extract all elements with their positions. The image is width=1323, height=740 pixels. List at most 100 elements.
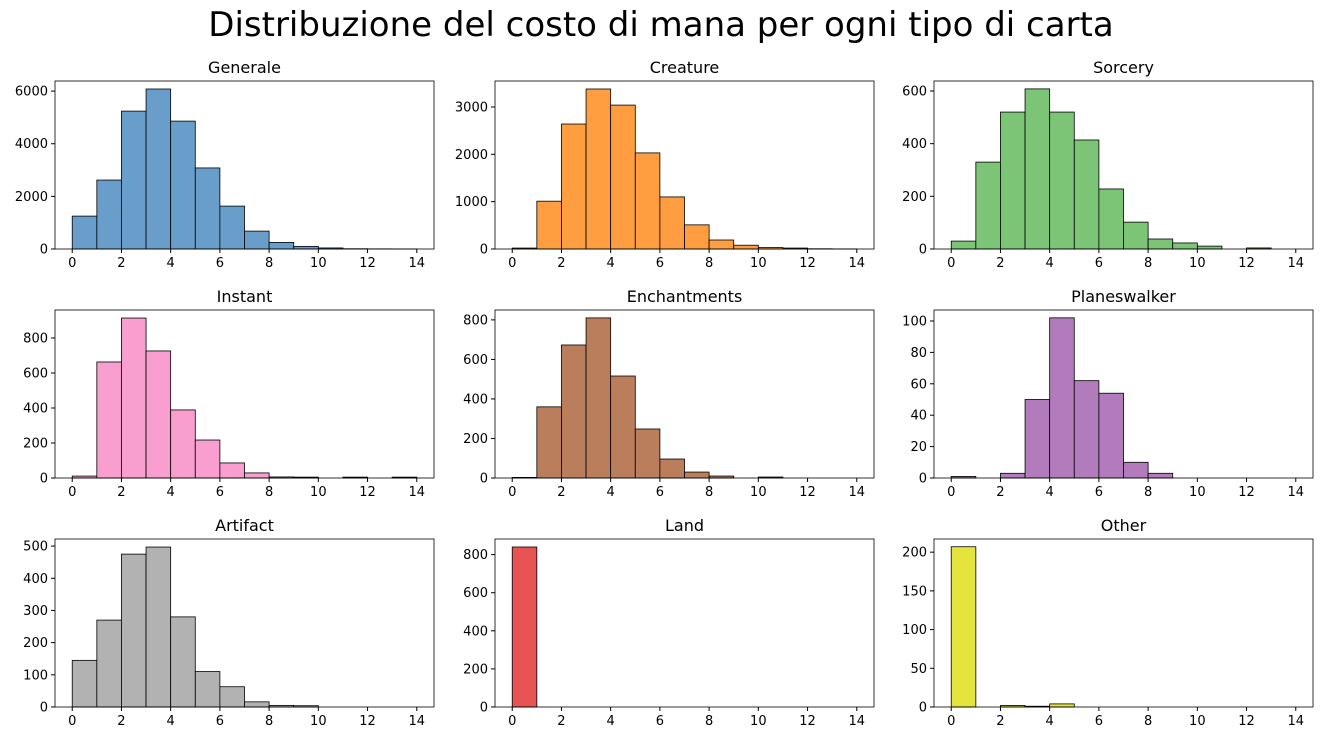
x-tick-label: 10 <box>310 714 327 729</box>
plot-frame <box>494 80 875 250</box>
y-tick-label: 200 <box>902 546 927 561</box>
x-tick-label: 12 <box>359 256 376 271</box>
bar <box>585 88 612 250</box>
bar <box>1073 380 1100 479</box>
subplot: Sorcery 0 2 4 6 8 10 12 14 0 200 400 600 <box>902 58 1314 271</box>
y-tick-label: 800 <box>463 313 488 328</box>
bar <box>96 619 122 708</box>
y-tick-label: 400 <box>463 624 488 639</box>
bar <box>244 701 270 708</box>
y-tick-label: 0 <box>919 701 927 716</box>
y-tick-label: 800 <box>463 548 488 563</box>
bar <box>71 659 98 708</box>
subplot-title: Creature <box>650 58 720 77</box>
y-tick-label: 600 <box>23 367 48 382</box>
x-tick-label: 12 <box>799 485 816 500</box>
y-tick-label: 80 <box>910 346 927 361</box>
bar <box>1147 238 1174 250</box>
subplot: Planeswalker 0 2 4 6 8 10 12 14 0 20 40 60 80 100 <box>902 287 1314 500</box>
bar <box>536 200 562 250</box>
x-tick-label: 4 <box>1046 485 1054 500</box>
x-tick-label: 2 <box>996 256 1004 271</box>
y-tick-label: 0 <box>40 472 48 487</box>
bar <box>733 244 759 250</box>
y-tick-label: 0 <box>480 472 488 487</box>
bar <box>145 546 172 708</box>
x-tick-label: 12 <box>1238 485 1255 500</box>
bar <box>170 616 196 708</box>
x-tick-label: 8 <box>705 485 713 500</box>
x-tick-label: 6 <box>1095 256 1103 271</box>
x-tick-label: 0 <box>947 714 955 729</box>
x-tick-label: 6 <box>656 714 664 729</box>
bar <box>659 458 685 479</box>
x-tick-label: 2 <box>996 485 1004 500</box>
bar <box>1024 88 1051 250</box>
y-tick-label: 600 <box>463 353 488 368</box>
y-tick-label: 100 <box>902 314 927 329</box>
bar <box>950 240 977 250</box>
x-tick-label: 0 <box>508 485 516 500</box>
y-tick-label: 400 <box>23 402 48 417</box>
y-tick-label: 40 <box>910 409 927 424</box>
y-tick-label: 200 <box>23 437 48 452</box>
subplot-title: Generale <box>208 58 281 77</box>
x-tick-label: 6 <box>1095 714 1103 729</box>
y-tick-label: 0 <box>919 472 927 487</box>
x-tick-label: 14 <box>408 485 425 500</box>
bar <box>1123 221 1149 250</box>
bar <box>219 205 245 250</box>
subplot: Generale 0 2 4 6 8 10 12 14 0 2000 4000 6000 <box>15 58 435 271</box>
bar <box>975 161 1001 250</box>
y-tick-label: 400 <box>23 572 48 587</box>
x-tick-label: 4 <box>607 256 615 271</box>
bar <box>561 344 587 479</box>
bar <box>708 239 735 250</box>
bar <box>1147 472 1174 479</box>
plot-frame <box>54 80 435 250</box>
x-tick-label: 6 <box>216 714 224 729</box>
plot-frame <box>933 80 1314 250</box>
plot-frame <box>494 309 875 479</box>
bar <box>1049 317 1075 479</box>
bar <box>96 361 122 479</box>
x-tick-label: 8 <box>265 714 273 729</box>
x-tick-label: 12 <box>799 714 816 729</box>
y-tick-label: 100 <box>902 623 927 638</box>
y-tick-label: 800 <box>23 332 48 347</box>
y-tick-label: 0 <box>919 243 927 258</box>
bar <box>194 167 221 250</box>
x-tick-label: 10 <box>310 256 327 271</box>
y-tick-label: 60 <box>910 377 927 392</box>
y-tick-label: 50 <box>910 662 927 677</box>
y-tick-label: 0 <box>480 701 488 716</box>
y-tick-label: 2000 <box>15 190 48 205</box>
bar <box>610 375 636 479</box>
bar <box>219 686 245 708</box>
bar <box>268 242 295 250</box>
plot-frame <box>494 538 875 708</box>
bar <box>561 123 587 250</box>
subplot-title: Land <box>665 516 704 535</box>
y-tick-label: 20 <box>910 440 927 455</box>
x-tick-label: 12 <box>1238 256 1255 271</box>
y-tick-label: 600 <box>463 586 488 601</box>
x-tick-label: 8 <box>705 256 713 271</box>
x-tick-label: 6 <box>1095 485 1103 500</box>
bar <box>194 671 221 708</box>
x-tick-label: 8 <box>705 714 713 729</box>
x-tick-label: 0 <box>68 714 76 729</box>
x-tick-label: 14 <box>408 256 425 271</box>
x-tick-label: 14 <box>848 256 865 271</box>
x-tick-label: 10 <box>750 256 767 271</box>
bar <box>1000 472 1026 479</box>
x-tick-label: 0 <box>68 256 76 271</box>
y-tick-label: 2000 <box>455 148 488 163</box>
bar <box>659 196 685 250</box>
x-tick-label: 6 <box>656 485 664 500</box>
x-tick-label: 12 <box>799 256 816 271</box>
plot-frame <box>933 538 1314 708</box>
subplot-title: Sorcery <box>1093 58 1154 77</box>
y-tick-label: 6000 <box>15 85 48 100</box>
